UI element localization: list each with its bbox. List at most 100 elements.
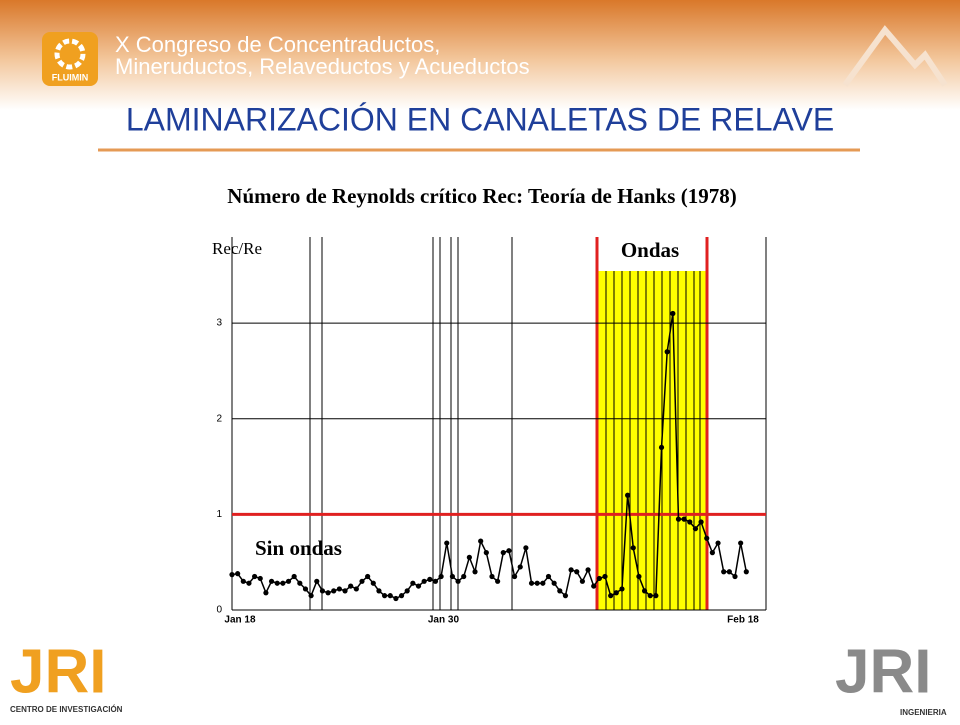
wave-zone <box>597 271 707 610</box>
data-point <box>681 516 687 522</box>
footer-logo: JRI <box>835 637 931 706</box>
data-point <box>297 580 303 586</box>
data-point <box>348 583 354 589</box>
data-point <box>658 444 665 451</box>
data-point <box>709 550 715 556</box>
data-point <box>670 310 676 317</box>
data-point <box>647 593 653 599</box>
data-point <box>325 590 331 596</box>
data-point <box>738 540 744 546</box>
data-point <box>715 540 721 546</box>
ondas-box <box>600 237 704 269</box>
mountain-logo <box>842 25 948 87</box>
data-point <box>263 590 269 596</box>
data-point <box>625 492 631 498</box>
plot: 0 1 2 3 Jan 18 Jan 30 Feb 18 <box>216 310 766 626</box>
data-point <box>381 593 388 599</box>
header-band <box>0 0 960 110</box>
congress-line: X Congreso de Concentraductos, <box>115 32 440 57</box>
data-point <box>302 586 309 592</box>
data-point <box>636 573 642 580</box>
y-tick-label: 2 <box>216 413 222 424</box>
data-point <box>557 588 563 594</box>
data-point <box>540 580 546 586</box>
x-tick-label: Jan 30 <box>428 615 460 626</box>
data-point <box>387 593 393 599</box>
data-point <box>438 573 444 580</box>
data-point <box>353 586 359 592</box>
data-point <box>342 588 348 594</box>
data-point <box>229 572 235 578</box>
x-tick-label: Feb 18 <box>727 615 759 626</box>
data-point <box>421 578 427 584</box>
data-point <box>370 580 376 586</box>
y-axis-label: Rec/Re <box>212 239 262 258</box>
data-point <box>687 519 693 525</box>
data-point <box>495 578 501 584</box>
data-point <box>291 573 297 580</box>
data-point <box>365 573 371 580</box>
data-point <box>579 578 586 584</box>
data-point <box>404 588 410 594</box>
data-point <box>585 567 591 573</box>
data-point <box>415 583 422 589</box>
data-point <box>252 573 258 580</box>
data-point <box>551 580 557 586</box>
data-point <box>619 586 625 592</box>
y-tick-label: 1 <box>216 509 222 520</box>
logo-icon <box>54 38 86 70</box>
logo-text: FLUIMIN <box>52 72 89 82</box>
footer-caption: CENTRO DE INVESTIGACIÓN <box>10 705 123 714</box>
data-point <box>562 593 569 599</box>
data-point <box>574 569 580 575</box>
data-point <box>534 580 540 586</box>
data-point <box>664 349 670 355</box>
annotation: Ondas <box>621 238 679 262</box>
data-point <box>376 588 382 594</box>
footer-caption: INGENIERIA <box>900 708 947 717</box>
data-point <box>726 569 732 575</box>
data-point <box>472 569 478 575</box>
data-point <box>653 593 659 599</box>
data-point <box>641 588 648 594</box>
data-point <box>596 575 602 582</box>
data-point <box>308 593 314 599</box>
data-point <box>444 540 450 546</box>
data-point <box>257 575 263 582</box>
data-point <box>280 580 286 586</box>
data-point <box>732 573 738 580</box>
data-point <box>483 550 489 556</box>
x-tick-label: Jan 18 <box>224 615 256 626</box>
data-point <box>517 564 523 570</box>
data-point <box>240 578 246 584</box>
data-point <box>591 583 597 589</box>
data-point <box>432 578 439 584</box>
data-point <box>602 573 608 580</box>
data-point <box>449 573 456 580</box>
data-point <box>675 516 682 522</box>
data-point <box>704 535 710 541</box>
data-point <box>359 578 365 584</box>
data-point <box>743 569 749 575</box>
data-point <box>274 580 280 586</box>
data-point <box>461 573 467 580</box>
data-point <box>523 545 529 551</box>
data-point <box>398 593 405 599</box>
data-point <box>331 588 337 594</box>
data-point <box>511 573 518 580</box>
annotation: Sin ondas <box>255 536 342 560</box>
data-point <box>489 573 495 580</box>
data-point <box>410 580 416 586</box>
data-point <box>285 578 292 584</box>
data-point <box>630 545 636 551</box>
data-point <box>336 586 342 592</box>
data-point <box>246 580 252 586</box>
slide-title: LAMINARIZACIÓN EN CANALETAS DE RELAVE <box>126 101 834 137</box>
data-point <box>235 571 241 577</box>
vertical-lines <box>231 237 767 610</box>
data-point <box>545 573 552 580</box>
data-point <box>393 595 399 602</box>
fluimin-logo <box>42 32 98 86</box>
data-point <box>466 554 472 560</box>
